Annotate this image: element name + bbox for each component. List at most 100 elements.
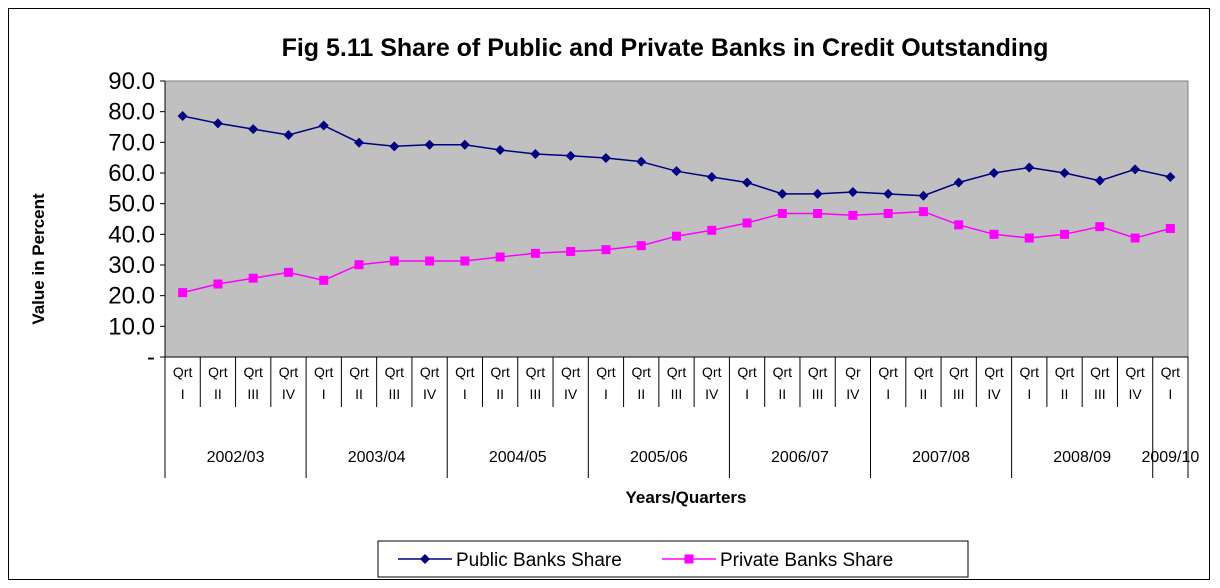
x-tick-label: Qrt — [808, 364, 828, 380]
chart-frame — [8, 8, 1210, 580]
x-group-label: 2006/07 — [771, 449, 829, 466]
legend-label: Private Banks Share — [720, 550, 893, 571]
y-tick-label: 70.0 — [108, 129, 155, 156]
legend: Public Banks Share Private Banks Share — [377, 540, 969, 578]
data-point-square — [495, 252, 505, 262]
x-tick-label: Qrt — [667, 364, 687, 380]
data-point-square — [918, 207, 928, 217]
x-tick-label: II — [496, 386, 504, 402]
data-point-diamond — [389, 141, 400, 152]
data-point-square — [601, 245, 611, 255]
data-point-square — [425, 256, 435, 266]
y-axis-title: Value in Percent — [29, 193, 48, 325]
data-point-square — [566, 247, 576, 257]
x-tick-label: Qrt — [984, 364, 1004, 380]
data-point-square — [636, 241, 646, 251]
x-tick-label: I — [745, 386, 749, 402]
x-tick-label: Qrt — [173, 364, 193, 380]
x-tick-label: Qrt — [596, 364, 616, 380]
x-tick-label: I — [181, 386, 185, 402]
x-tick-label: Qrt — [561, 364, 581, 380]
data-point-diamond — [777, 188, 788, 199]
x-tick-label: Qrt — [1055, 364, 1075, 380]
x-tick-label: III — [671, 386, 683, 402]
data-point-diamond — [600, 152, 611, 163]
data-point-square — [283, 267, 293, 277]
data-point-square — [1130, 233, 1140, 243]
y-tick-label: 50.0 — [108, 191, 155, 218]
chart-title: Fig 5.11 Share of Public and Private Ban… — [282, 34, 1049, 62]
x-tick-label: I — [1027, 386, 1031, 402]
plot-background — [164, 80, 1189, 358]
x-tick-label: II — [920, 386, 928, 402]
data-point-diamond — [495, 145, 506, 155]
x-tick-label: Qrt — [1090, 364, 1110, 380]
x-tick-label: Qrt — [243, 364, 263, 380]
data-point-diamond — [812, 188, 823, 199]
axes: - 10.0 20.0 30.0 40.0 50.0 60.0 70.0 80.0 90.0 Qrt… — [108, 68, 1199, 478]
y-tick-label: 40.0 — [108, 221, 155, 248]
data-point-diamond — [283, 129, 294, 140]
x-tick-label: I — [604, 386, 608, 402]
data-point-diamond — [1024, 162, 1035, 173]
data-point-diamond — [459, 139, 470, 150]
x-tick-label: III — [530, 386, 542, 402]
data-point-diamond — [988, 168, 999, 178]
data-point-diamond — [918, 190, 929, 201]
data-point-diamond — [1165, 171, 1176, 182]
x-tick-label: IV — [705, 386, 719, 402]
x-group-label: 2004/05 — [489, 449, 547, 466]
data-point-diamond — [177, 110, 188, 121]
data-point-square — [319, 275, 329, 285]
y-tick-label: 20.0 — [108, 283, 155, 310]
x-tick-label: II — [778, 386, 786, 402]
data-point-square — [813, 208, 823, 218]
legend-marker-diamond — [420, 554, 430, 564]
x-tick-label: Qrt — [1020, 364, 1040, 380]
x-group-label: 2005/06 — [630, 449, 688, 466]
y-tick-label: 80.0 — [108, 99, 155, 126]
x-tick-label: II — [1061, 386, 1069, 402]
x-tick-label: III — [953, 386, 965, 402]
plot-area — [164, 80, 1189, 358]
x-tick-label: Qrt — [279, 364, 299, 380]
data-point-square — [389, 256, 399, 266]
x-tick-label: Qrt — [314, 364, 334, 380]
data-point-diamond — [318, 120, 329, 131]
x-group-label: 2002/03 — [207, 449, 265, 466]
x-tick-label: Qrt — [490, 364, 510, 380]
x-tick-label: Qr — [845, 364, 861, 380]
x-tick-label: Qrt — [914, 364, 934, 380]
x-tick-label: III — [812, 386, 824, 402]
data-point-square — [883, 208, 893, 218]
x-tick-label: Qrt — [208, 364, 228, 380]
x-tick-label: III — [388, 386, 400, 402]
x-tick-label: Qrt — [878, 364, 898, 380]
x-tick-label: II — [637, 386, 645, 402]
y-tick-label: - — [147, 344, 155, 371]
data-point-square — [707, 225, 717, 235]
legend-marker-square — [684, 554, 694, 564]
data-point-diamond — [1059, 168, 1070, 178]
x-tick-label: Qrt — [702, 364, 722, 380]
x-tick-label: II — [214, 386, 222, 402]
x-group-label: 2007/08 — [912, 449, 970, 466]
x-tick-label: Qrt — [455, 364, 475, 380]
x-tick-label: Qrt — [949, 364, 969, 380]
data-point-diamond — [742, 177, 753, 188]
data-point-diamond — [354, 137, 365, 148]
data-point-diamond — [671, 166, 682, 177]
x-tick-label: Qrt — [773, 364, 793, 380]
x-tick-label: IV — [423, 386, 437, 402]
x-tick-label: III — [1094, 386, 1106, 402]
x-tick-label: Qrt — [420, 364, 440, 380]
y-tick-label: 90.0 — [108, 68, 155, 95]
data-point-square — [354, 260, 364, 270]
data-point-diamond — [212, 118, 223, 129]
data-point-square — [954, 220, 964, 230]
data-point-square — [248, 273, 258, 283]
x-tick-label: Qrt — [1125, 364, 1145, 380]
y-tick-label: 60.0 — [108, 160, 155, 187]
x-group-label: 2003/04 — [348, 449, 406, 466]
x-tick-label: Qrt — [737, 364, 757, 380]
